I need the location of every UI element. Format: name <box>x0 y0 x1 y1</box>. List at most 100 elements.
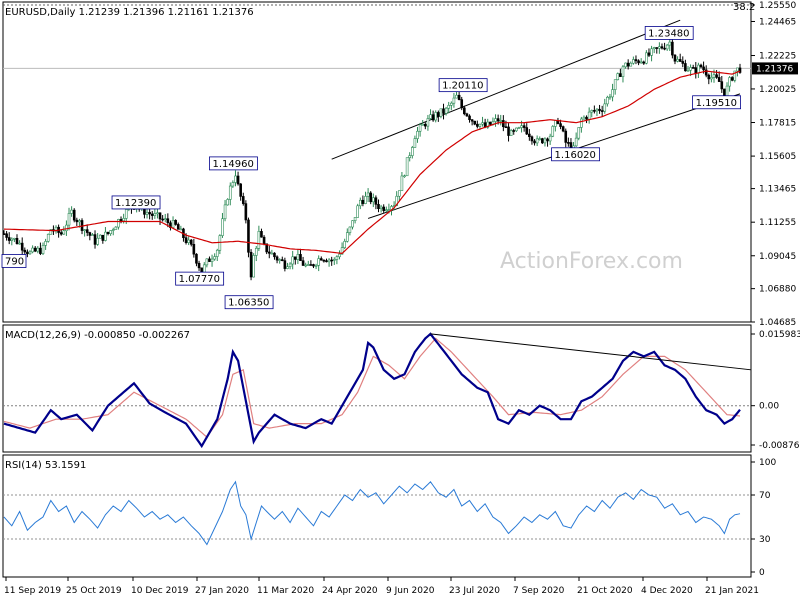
candle-body <box>481 122 484 125</box>
candle-body <box>616 73 620 80</box>
candle-body <box>239 183 242 197</box>
candle-body <box>223 204 227 220</box>
candle-body <box>366 192 370 197</box>
candle-body <box>98 234 102 239</box>
candle-body <box>590 110 594 113</box>
price-tick-label: 1.09045 <box>759 252 796 262</box>
candle-body <box>124 209 128 219</box>
candle-body <box>59 232 63 235</box>
annotation-label: 1.14960 <box>212 159 253 170</box>
candle-body <box>689 67 692 71</box>
candle-body <box>356 205 359 218</box>
date-tick-label: 10 Dec 2019 <box>131 586 189 596</box>
candle-body <box>44 241 47 246</box>
candle-body <box>174 220 177 225</box>
candle-body <box>413 138 417 148</box>
candle-body <box>512 130 516 132</box>
price-tick-label: 1.04685 <box>759 318 796 328</box>
candle-body <box>39 247 42 254</box>
candle-body <box>296 254 300 260</box>
price-tick-label: 1.24465 <box>759 17 796 27</box>
candle-body <box>733 70 737 81</box>
candle-body <box>710 77 713 80</box>
candle-body <box>611 89 614 98</box>
candle-body <box>286 266 289 269</box>
candle-body <box>499 120 503 122</box>
candle-body <box>106 231 110 235</box>
candle-body <box>72 209 76 221</box>
annotation-box <box>175 271 225 286</box>
annotation-box <box>224 295 274 310</box>
candle-body <box>421 123 425 126</box>
watermark: ActionForex.com <box>500 249 683 274</box>
candle-body <box>189 239 193 245</box>
macd-line <box>3 332 741 449</box>
candle-body <box>543 138 547 144</box>
macd-tick-label: 0.015983 <box>759 330 800 340</box>
price-tick-label: 1.17815 <box>759 119 796 129</box>
candle-body <box>660 46 664 49</box>
candle-body <box>567 142 570 144</box>
annotation-box <box>692 95 741 110</box>
candle-body <box>156 212 159 215</box>
candle-body <box>486 121 490 128</box>
candle-body <box>704 69 708 76</box>
candle-body <box>187 239 190 243</box>
candle-body <box>598 108 601 111</box>
annotation-labels: 1.23480 1.20110 1.19510 1.16020 1.14960 1.123… <box>1 26 741 310</box>
candle-body <box>424 123 427 127</box>
candle-body <box>299 254 302 261</box>
candle-body <box>582 116 586 120</box>
date-tick-label: 25 Oct 2019 <box>66 586 122 596</box>
candle-body <box>634 59 638 62</box>
annotation-label: 1.19510 <box>696 98 737 109</box>
candle-body <box>332 259 336 261</box>
candle-body <box>447 105 451 109</box>
candle-body <box>18 242 21 245</box>
candle-body <box>551 126 555 137</box>
candle-body <box>275 256 279 261</box>
candle-body <box>673 54 677 62</box>
date-tick-label: 24 Apr 2020 <box>322 586 378 596</box>
candle-body <box>624 62 627 68</box>
candle-body <box>158 212 162 220</box>
macd-signal-line <box>3 337 741 438</box>
annotation-label: 1.23480 <box>648 28 689 39</box>
rsi-tick-label: 70 <box>759 491 771 501</box>
candle-body <box>283 260 287 269</box>
candle-body <box>309 264 313 266</box>
candle-body <box>665 44 669 50</box>
candle-body <box>418 124 422 132</box>
candle-body <box>166 218 170 224</box>
candle-body <box>460 99 464 109</box>
candle-body <box>26 251 29 255</box>
candle-body <box>361 199 365 204</box>
rsi-tick-label: 0 <box>759 568 765 578</box>
candle-body <box>36 247 40 252</box>
candle-body <box>62 230 66 235</box>
candle-body <box>398 190 401 197</box>
candle-body <box>671 41 674 56</box>
candle-body <box>652 47 656 50</box>
date-tick-label: 21 Jan 2021 <box>705 586 759 596</box>
candle-body <box>684 63 687 72</box>
candle-body <box>20 242 24 251</box>
channel-line-0 <box>331 19 681 160</box>
candle-body <box>231 182 235 187</box>
candle-body <box>322 259 326 262</box>
annotation-label: 1.12390 <box>115 198 156 209</box>
candle-body <box>171 220 175 228</box>
candle-body <box>312 264 315 267</box>
price-tick-label: 1.25550 <box>759 1 796 11</box>
candle-body <box>577 127 581 139</box>
candle-body <box>163 218 167 221</box>
candle-body <box>161 218 164 221</box>
candle-body <box>330 259 333 262</box>
candle-body <box>208 258 211 262</box>
candle-body <box>93 234 97 245</box>
candle-body <box>327 259 331 263</box>
candle-body <box>400 175 404 191</box>
candle-body <box>686 69 690 72</box>
candle-body <box>520 125 523 128</box>
candle-body <box>10 238 14 241</box>
